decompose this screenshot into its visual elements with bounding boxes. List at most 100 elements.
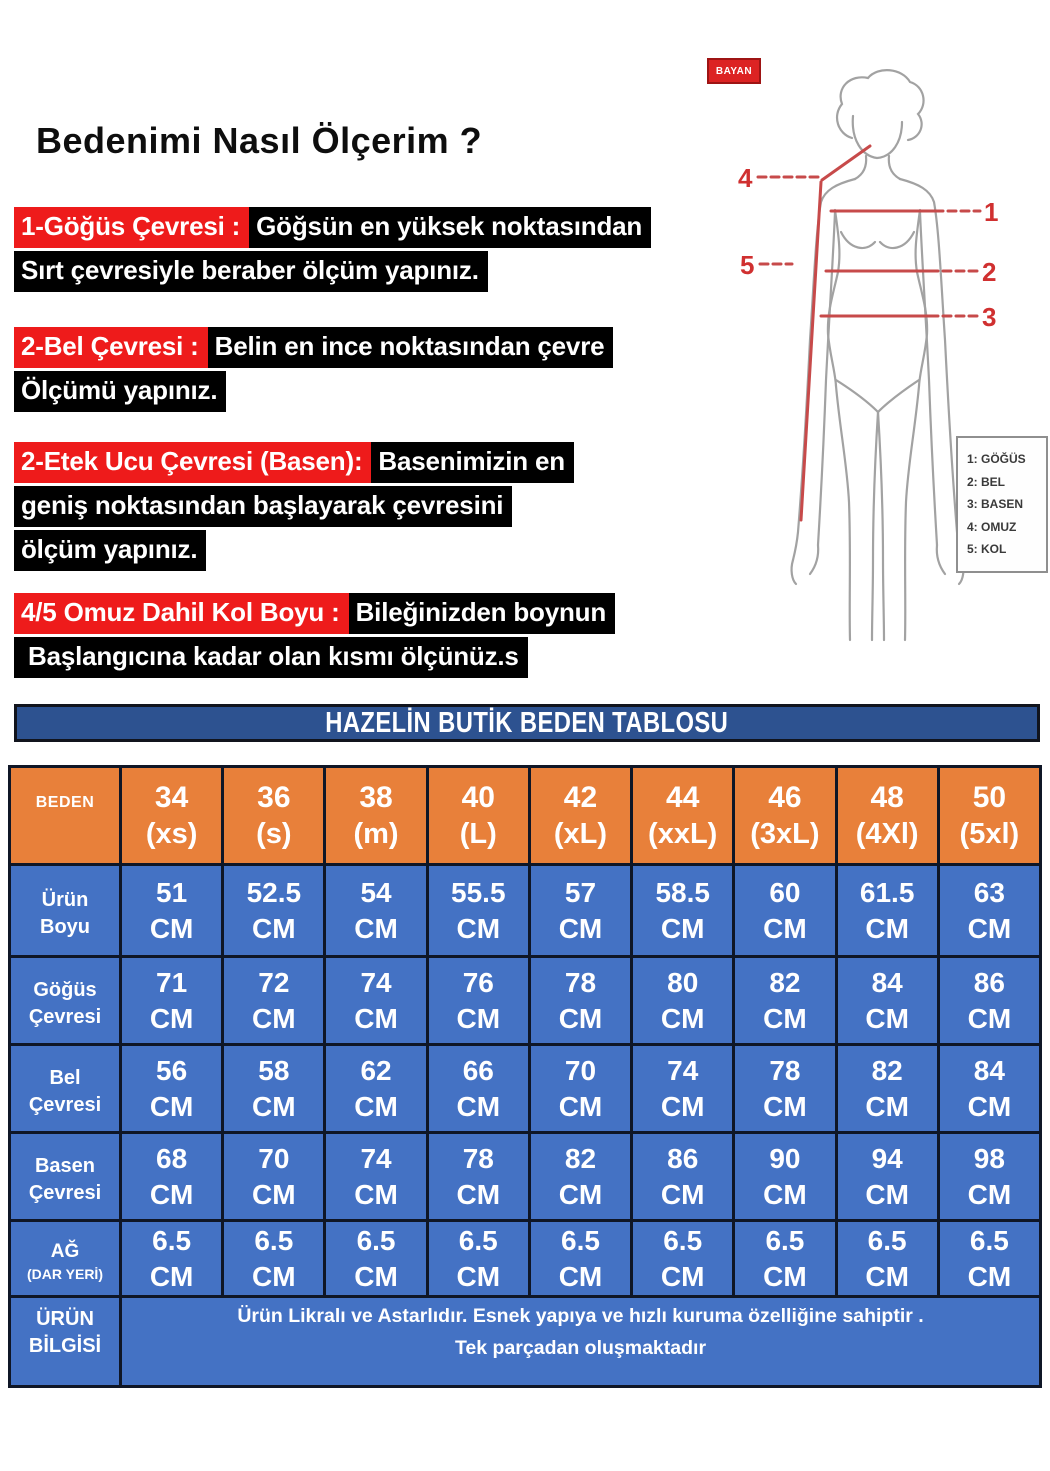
measurement-cell: 62 CM bbox=[323, 1043, 429, 1134]
unit: CM bbox=[967, 912, 1012, 944]
product-info-line2: Tek parçadan oluşmaktadır bbox=[454, 1336, 707, 1359]
marker-5: 5 bbox=[740, 250, 754, 280]
marker-1: 1 bbox=[984, 197, 998, 227]
value: 63 bbox=[973, 876, 1005, 908]
product-info-cell: Ürün Likralı ve Astarlıdır. Esnek yapıya… bbox=[119, 1295, 1042, 1388]
size-header-cell: 40 (L) bbox=[425, 765, 531, 866]
unit: CM bbox=[558, 1178, 603, 1210]
unit: CM bbox=[967, 1260, 1012, 1292]
size-header-cell: 46 (3xL) bbox=[732, 765, 838, 866]
instruction-label: 1-Göğüs Çevresi : bbox=[14, 207, 250, 248]
value: 56 bbox=[156, 1054, 188, 1086]
row-label: Göğüs Çevresi bbox=[8, 955, 122, 1046]
value: 80 bbox=[667, 966, 699, 998]
measurement-cell: 6.5 CM bbox=[834, 1219, 940, 1298]
measurement-cell: 6.5 CM bbox=[323, 1219, 429, 1298]
measurement-cell: 84 CM bbox=[936, 1043, 1043, 1134]
value: 82 bbox=[871, 1054, 903, 1086]
row-label: ÜRÜN BİLGİSİ bbox=[8, 1295, 122, 1388]
legend-item: 1: GÖĞÜS bbox=[967, 452, 1026, 466]
table-row-ag-dar-yeri: AĞ (DAR YERİ) 6.5 CM 6.5 CM 6.5 CM 6.5 CM 6.5… bbox=[8, 1219, 1043, 1298]
measurement-cell: 56 CM bbox=[118, 1043, 225, 1134]
value: 6.5 bbox=[254, 1224, 294, 1256]
row-label-line2: Boyu bbox=[40, 915, 90, 938]
instruction-line: 1-Göğüs Çevresi : Göğsün en yüksek noktas… bbox=[14, 207, 652, 248]
unit: CM bbox=[354, 1090, 398, 1122]
value: 86 bbox=[973, 966, 1005, 998]
unit: CM bbox=[456, 912, 501, 944]
value: 78 bbox=[462, 1142, 494, 1174]
value: 6.5 bbox=[969, 1224, 1009, 1256]
value: 54 bbox=[360, 876, 392, 908]
unit: CM bbox=[354, 1178, 398, 1210]
value: 70 bbox=[258, 1142, 290, 1174]
table-row-gogus-cevresi: Göğüs Çevresi 71 CM 72 CM 74 CM 76 CM 78 CM 80… bbox=[8, 955, 1043, 1046]
measurement-cell: 63 CM bbox=[936, 863, 1043, 958]
size-number: 48 bbox=[870, 781, 904, 814]
row-label-line2: (DAR YERİ) bbox=[27, 1265, 103, 1282]
measurement-cell: 61.5 CM bbox=[834, 863, 940, 958]
unit: CM bbox=[660, 1002, 705, 1034]
size-code: (m) bbox=[353, 818, 399, 850]
figure-outline bbox=[790, 69, 965, 642]
instruction-block-basen: 2-Etek Ucu Çevresi (Basen): Basenimizin e… bbox=[14, 442, 574, 574]
unit: CM bbox=[763, 912, 807, 944]
measurement-cell: 6.5 CM bbox=[936, 1219, 1043, 1298]
unit: CM bbox=[865, 912, 909, 944]
size-code: (xL) bbox=[553, 818, 608, 850]
instruction-block-kol: 4/5 Omuz Dahil Kol Boyu : Bileğinizden bo… bbox=[14, 593, 616, 681]
measurement-cell: 70 CM bbox=[221, 1131, 327, 1222]
legend-box: 1: GÖĞÜS 2: BEL 3: BASEN 4: OMUZ 5: KOL bbox=[956, 436, 1048, 573]
instruction-label: 4/5 Omuz Dahil Kol Boyu : bbox=[14, 593, 349, 634]
measurement-cell: 86 CM bbox=[630, 1131, 736, 1222]
size-number: 42 bbox=[563, 781, 598, 814]
value: 71 bbox=[156, 966, 188, 998]
value: 74 bbox=[360, 1142, 392, 1174]
size-header-cell: 38 (m) bbox=[323, 765, 429, 866]
measurement-cell: 54 CM bbox=[323, 863, 429, 958]
unit: CM bbox=[763, 1260, 807, 1292]
value: 6.5 bbox=[561, 1224, 600, 1256]
row-label-line1: Ürün bbox=[41, 888, 89, 911]
legend-item: 5: KOL bbox=[967, 542, 1007, 556]
measurement-cell: 66 CM bbox=[425, 1043, 531, 1134]
value: 55.5 bbox=[451, 876, 506, 908]
size-code: (xs) bbox=[145, 818, 198, 850]
unit: CM bbox=[149, 912, 194, 944]
instruction-text: Başlangıcına kadar olan kısmı ölçünüz.s bbox=[14, 637, 528, 678]
size-number: 38 bbox=[359, 781, 393, 814]
value: 84 bbox=[871, 966, 903, 998]
value: 6.5 bbox=[867, 1224, 907, 1256]
unit: CM bbox=[354, 1260, 398, 1292]
value: 78 bbox=[769, 1054, 801, 1086]
instruction-line: geniş noktasından başlayarak çevresini bbox=[14, 486, 574, 527]
size-table: BEDEN 34 (xs) 36 (s) 38 (m) 40 (L) 42 (xL) 44… bbox=[8, 765, 1043, 1388]
instruction-text: Bileğinizden boynun bbox=[348, 593, 616, 634]
instruction-line: Sırt çevresiyle beraber ölçüm yapınız. bbox=[14, 251, 651, 292]
row-label-line1: Bel bbox=[49, 1066, 81, 1089]
measurement-cell: 86 CM bbox=[936, 955, 1043, 1046]
value: 60 bbox=[769, 876, 801, 908]
row-label-line2: Çevresi bbox=[28, 1093, 102, 1116]
size-code: (s) bbox=[256, 818, 292, 850]
legend-item: 2: BEL bbox=[967, 474, 1006, 489]
unit: CM bbox=[660, 912, 705, 944]
size-header-cell: 50 (5xl) bbox=[936, 765, 1043, 866]
size-header-cell: 36 (s) bbox=[221, 765, 327, 866]
row-label-line2: Çevresi bbox=[28, 1005, 102, 1028]
size-code: (L) bbox=[459, 818, 497, 850]
value: 62 bbox=[360, 1054, 392, 1086]
value: 6.5 bbox=[765, 1224, 805, 1256]
value: 6.5 bbox=[152, 1224, 192, 1256]
instruction-text: geniş noktasından başlayarak çevresini bbox=[14, 486, 513, 527]
measurement-cell: 98 CM bbox=[936, 1131, 1043, 1222]
measurement-cell: 80 CM bbox=[630, 955, 736, 1046]
size-header-cell: 42 (xL) bbox=[527, 765, 634, 866]
measurement-cell: 74 CM bbox=[323, 1131, 429, 1222]
unit: CM bbox=[763, 1002, 807, 1034]
unit: CM bbox=[763, 1178, 807, 1210]
unit: CM bbox=[456, 1002, 501, 1034]
value: 98 bbox=[973, 1142, 1005, 1174]
unit: CM bbox=[456, 1090, 501, 1122]
